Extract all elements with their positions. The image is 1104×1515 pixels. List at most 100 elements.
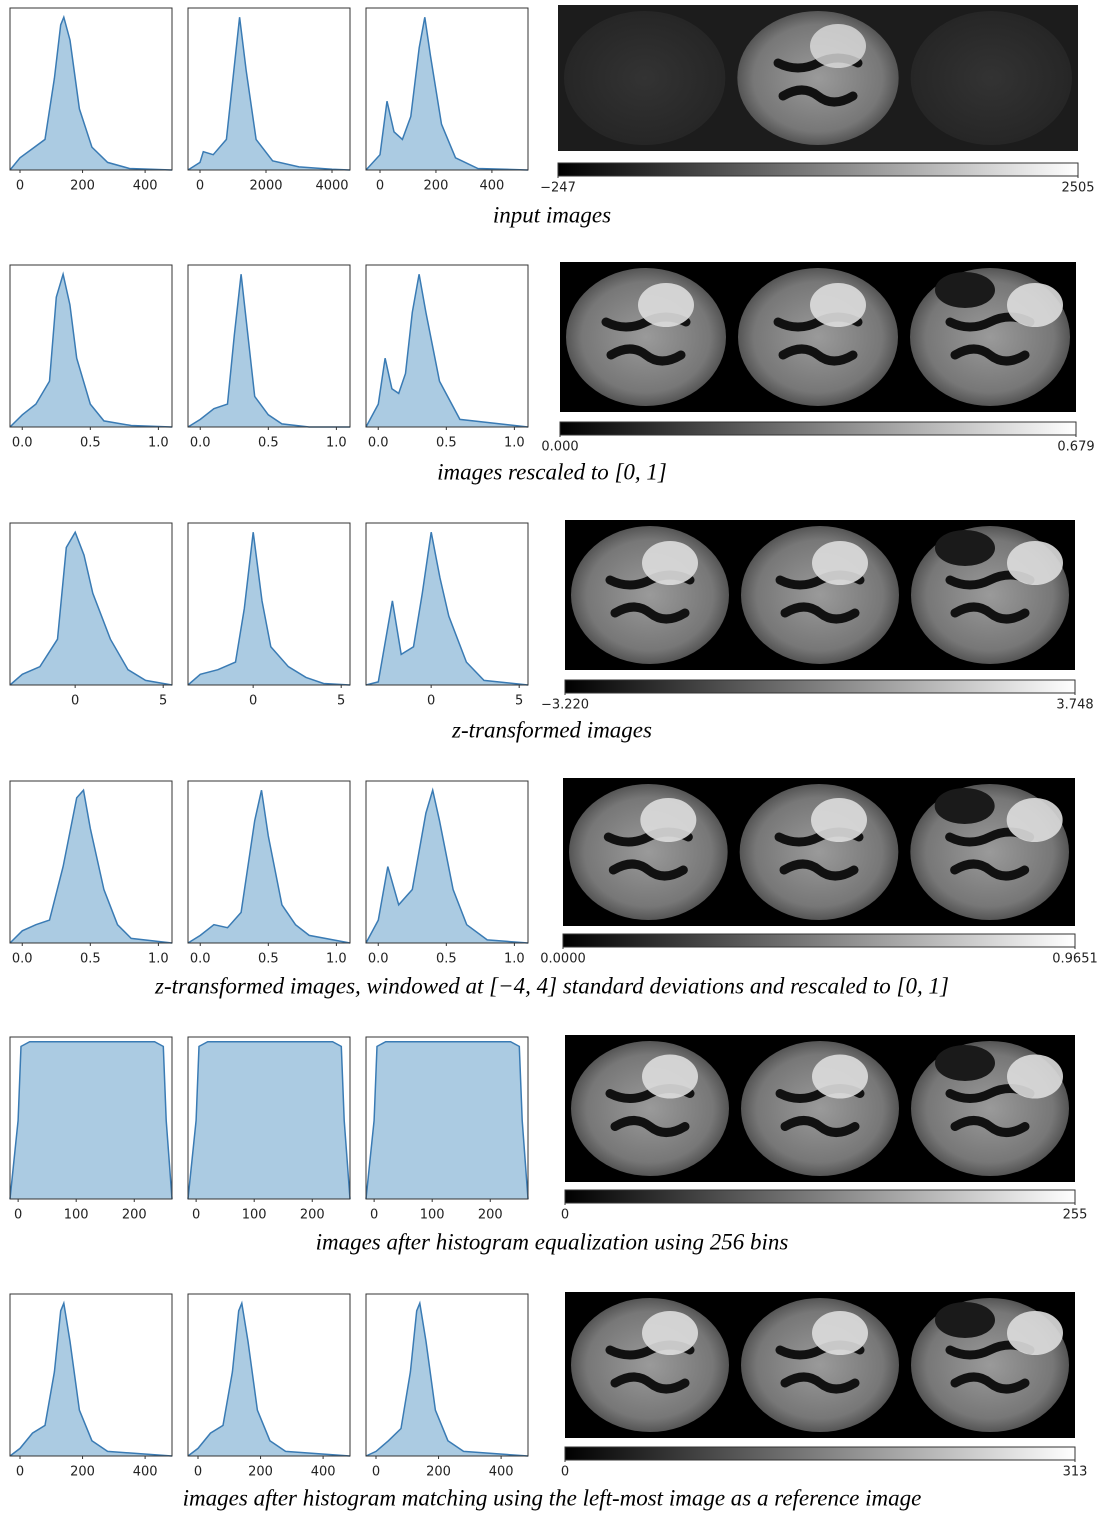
x-tick-label: 0 xyxy=(372,1465,380,1480)
x-tick-label: 0 xyxy=(196,179,204,194)
density-line xyxy=(365,274,529,428)
x-tick-label: 0 xyxy=(427,694,435,709)
x-tick-label: 0.5 xyxy=(80,436,101,451)
plot-frame xyxy=(365,780,529,944)
colorbar-tick-label: 313 xyxy=(1063,1465,1088,1480)
density-line xyxy=(365,1300,529,1457)
x-tick-label: 0.5 xyxy=(436,436,457,451)
x-tick-label: 400 xyxy=(133,1465,158,1480)
colorbar-tick-label: 0.000 xyxy=(541,440,578,455)
x-tick-label: 200 xyxy=(478,1208,503,1223)
plot-frame xyxy=(9,1293,173,1457)
plot-frame xyxy=(187,7,351,171)
histogram-area xyxy=(188,1303,350,1456)
x-tick-label: 200 xyxy=(300,1208,325,1223)
plot-frame xyxy=(365,1036,529,1200)
brain-slice xyxy=(569,784,728,920)
plot-frame xyxy=(187,264,351,428)
colorbar xyxy=(557,162,1079,177)
histogram-area xyxy=(188,532,350,685)
lesion xyxy=(811,798,867,842)
x-tick-label: 1.0 xyxy=(148,952,169,967)
brain-slice xyxy=(566,268,726,406)
histogram-area xyxy=(366,274,528,427)
plot-frame xyxy=(365,7,529,171)
x-tick-label: 200 xyxy=(70,179,95,194)
brain-slice xyxy=(741,526,899,664)
x-tick-label: 0 xyxy=(192,1208,200,1223)
colorbar-tick-label: 2505 xyxy=(1061,181,1094,196)
lesion xyxy=(810,24,866,68)
plot-frame xyxy=(9,522,173,686)
lesion xyxy=(1006,798,1063,842)
density-line xyxy=(365,1040,529,1200)
colorbar-tick-label: 0.9651 xyxy=(1052,952,1098,967)
x-tick-label: 0.0 xyxy=(368,436,389,451)
x-tick-label: 1.0 xyxy=(504,952,525,967)
x-tick-label: 0.0 xyxy=(12,436,33,451)
histogram-area xyxy=(10,790,172,943)
x-tick-label: 2000 xyxy=(249,179,282,194)
x-tick-label: 1.0 xyxy=(326,436,347,451)
x-tick-label: 100 xyxy=(420,1208,445,1223)
x-tick-label: 200 xyxy=(426,1465,451,1480)
lesion xyxy=(642,1311,698,1355)
plot-frame xyxy=(187,522,351,686)
plot-frame xyxy=(9,780,173,944)
histogram-area xyxy=(10,532,172,685)
x-tick-label: 0 xyxy=(376,179,384,194)
brain-slice xyxy=(910,11,1072,145)
density-line xyxy=(187,532,351,686)
density-line xyxy=(9,1040,173,1200)
x-tick-label: 0.5 xyxy=(80,952,101,967)
x-tick-label: 400 xyxy=(133,179,158,194)
resection-cavity xyxy=(935,272,995,308)
resection-cavity xyxy=(934,788,995,824)
lesion xyxy=(1007,1054,1063,1099)
density-line xyxy=(365,787,529,944)
lesion xyxy=(812,541,868,585)
histogram-area xyxy=(366,17,528,171)
colorbar-tick-label: −3.220 xyxy=(541,698,589,713)
brain-slice xyxy=(738,268,898,406)
x-tick-label: 0 xyxy=(16,1465,24,1480)
x-tick-label: 4000 xyxy=(315,179,348,194)
x-tick-label: 0 xyxy=(249,694,257,709)
lesion xyxy=(812,1311,868,1355)
x-tick-label: 200 xyxy=(248,1465,273,1480)
plot-frame xyxy=(187,1293,351,1457)
density-line xyxy=(365,17,529,171)
colorbar-tick-label: 0.0000 xyxy=(540,952,586,967)
colorbar xyxy=(562,933,1076,948)
x-tick-label: 0 xyxy=(14,1208,22,1223)
plot-frame xyxy=(187,1036,351,1200)
x-tick-label: 200 xyxy=(122,1208,147,1223)
colorbar xyxy=(559,421,1077,436)
x-tick-label: 0.5 xyxy=(258,436,279,451)
caption: images after histogram equalization usin… xyxy=(316,1229,789,1254)
x-tick-label: 1.0 xyxy=(148,436,169,451)
histogram-area xyxy=(10,17,172,171)
caption: input images xyxy=(493,202,611,227)
colorbar-tick-label: −247 xyxy=(540,181,576,196)
histogram-area xyxy=(188,274,350,427)
x-tick-label: 0 xyxy=(16,179,24,194)
caption: z-transformed images xyxy=(451,717,652,742)
x-tick-label: 400 xyxy=(489,1465,514,1480)
x-tick-label: 0.0 xyxy=(190,436,211,451)
x-tick-label: 0.0 xyxy=(12,952,33,967)
histogram-area xyxy=(366,1303,528,1456)
histogram-area xyxy=(10,1303,172,1456)
caption: z-transformed images, windowed at [−4, 4… xyxy=(154,973,949,998)
x-tick-label: 100 xyxy=(64,1208,89,1223)
lesion xyxy=(810,283,866,327)
density-line xyxy=(9,14,173,171)
x-tick-label: 100 xyxy=(242,1208,267,1223)
histogram-area xyxy=(366,1041,528,1199)
x-tick-label: 1.0 xyxy=(504,436,525,451)
x-tick-label: 5 xyxy=(159,694,167,709)
x-tick-label: 0 xyxy=(194,1465,202,1480)
colorbar xyxy=(564,679,1076,694)
histogram-area xyxy=(10,274,172,427)
